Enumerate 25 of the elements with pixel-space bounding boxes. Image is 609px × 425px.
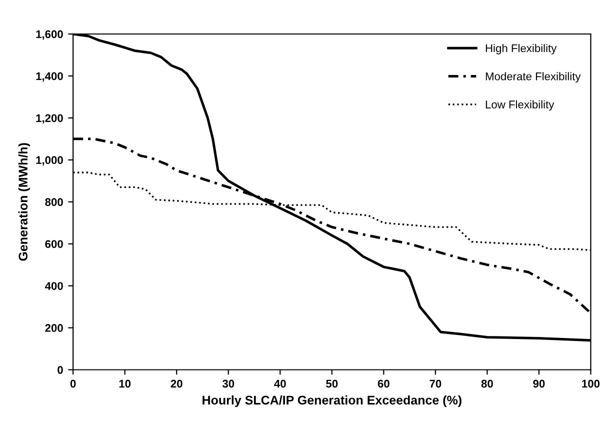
y-tick-label: 1,400 [36,72,63,82]
x-tick-label: 100 [582,380,600,388]
x-tick-label: 10 [119,380,131,388]
y-tick-label: 600 [45,240,63,248]
x-tick-label: 70 [430,380,442,388]
y-tick-label: 1,000 [36,156,63,166]
y-tick-label: 400 [44,282,63,290]
x-tick-label: 30 [222,380,234,388]
x-tick-label: 0 [70,380,76,388]
y-tick-label: 1,600 [36,30,63,40]
y-axis-title: Generation (MWh/h) [18,143,30,261]
x-tick-label: 60 [378,380,390,388]
y-tick-label: 200 [45,324,63,332]
x-tick-label: 90 [533,380,545,388]
legend-label: Low Flexibility [486,100,554,111]
y-tick-label: 0 [58,366,63,374]
legend-label: High Flexibility [486,44,557,54]
x-tick-label: 40 [274,380,286,388]
x-tick-label: 80 [481,380,493,388]
y-tick-label: 1,200 [36,114,63,124]
x-tick-label: 50 [326,380,338,388]
y-tick-label: 800 [45,198,63,206]
legend-label: Moderate Flexibility [486,72,581,82]
x-tick-label: 20 [170,380,182,388]
x-axis-title: Hourly SLCA/IP Generation Exceedance (%) [202,395,462,408]
